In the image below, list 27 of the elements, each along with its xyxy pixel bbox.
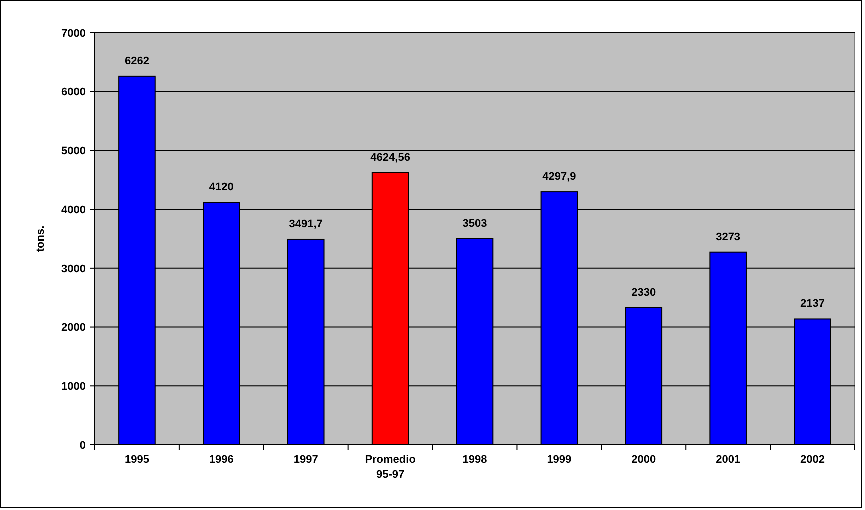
x-tick-label: 1996: [209, 454, 234, 466]
data-label: 6262: [124, 55, 150, 68]
y-tick-label: 3000: [62, 263, 86, 276]
y-tick-label: 1000: [62, 380, 86, 393]
data-label: 3491,7: [289, 218, 323, 230]
x-tick-label: 1999: [547, 454, 572, 466]
y-tick-label: 7000: [62, 28, 86, 40]
x-tick-label: 2000: [632, 454, 656, 466]
x-tick-label: 2001: [716, 454, 741, 466]
data-label: 4120: [209, 182, 234, 194]
x-tick-label: 1998: [462, 454, 488, 466]
data-label: 4624,56: [370, 152, 410, 164]
y-tick-label: 0: [80, 440, 86, 452]
x-tick-label: 2002: [800, 454, 826, 466]
x-tick-label: Promedio 95-97: [365, 454, 416, 481]
data-label: 3273: [716, 231, 741, 244]
x-tick-label: 1997: [294, 454, 318, 466]
y-tick-label: 2000: [62, 322, 86, 334]
x-tick-label: 1995: [124, 454, 150, 466]
y-tick-label: 6000: [62, 86, 86, 99]
data-label: 2330: [632, 286, 656, 299]
y-tick-label: 4000: [62, 204, 86, 216]
data-label: 2137: [800, 298, 826, 310]
data-label: 4297,9: [542, 171, 576, 184]
data-label: 3503: [462, 218, 488, 230]
y-axis-title: tons.: [35, 226, 47, 252]
y-tick-label: 5000: [62, 146, 86, 158]
